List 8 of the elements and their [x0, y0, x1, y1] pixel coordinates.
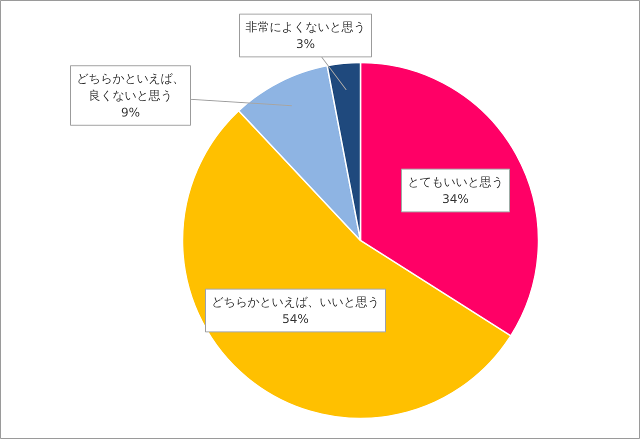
slice-label: 非常によくないと思う	[246, 20, 366, 34]
data-label: 54%	[282, 312, 309, 326]
slice-label: どちらかといえば、良くないと思う	[76, 72, 184, 102]
slice-label: とてもいいと思う	[408, 175, 504, 190]
data-label: 9%	[120, 105, 140, 120]
data-label: 34%	[442, 192, 469, 206]
slice-label: どちらかといえば、いいと思う	[212, 295, 380, 310]
data-label: 3%	[296, 36, 316, 51]
